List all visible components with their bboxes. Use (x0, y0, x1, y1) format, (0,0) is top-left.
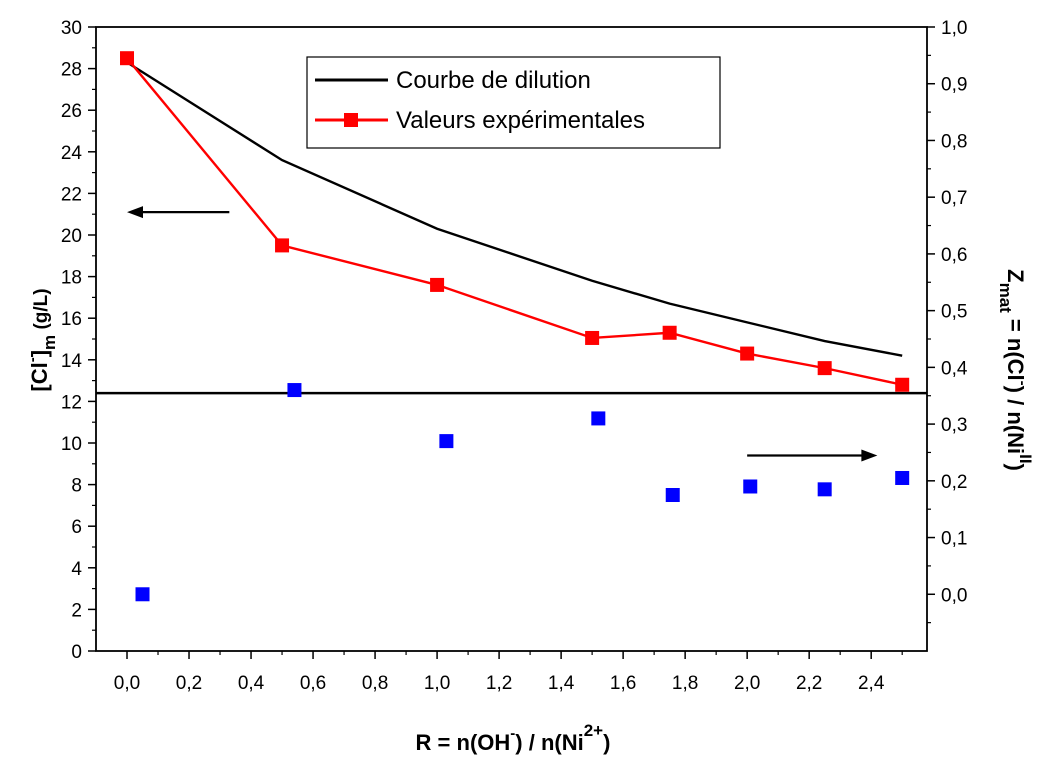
arrow-head (861, 449, 878, 462)
data-point (585, 330, 600, 345)
series-line (126, 57, 903, 386)
data-point (591, 411, 606, 426)
series-2 (135, 383, 910, 602)
right-y-axis-title: Zmat = n(Cl-) / n(NiII) (996, 269, 1035, 471)
x-tick-label: 1,4 (548, 673, 575, 694)
data-point (817, 482, 832, 497)
x-tick-label: 0,2 (176, 673, 202, 694)
yl-tick-label: 8 (71, 476, 82, 497)
arrow-right (747, 449, 878, 462)
x-tick-label: 1,8 (672, 673, 698, 694)
data-point (895, 470, 910, 485)
arrows (127, 206, 878, 462)
x-tick-label: 0,6 (300, 673, 326, 694)
yl-tick-label: 30 (61, 18, 82, 39)
data-point (439, 434, 454, 449)
series-layer (120, 51, 910, 602)
yl-tick-label: 10 (61, 434, 82, 455)
x-title-sup2: 2+ (584, 721, 603, 740)
series-line (126, 61, 903, 357)
data-point (275, 238, 290, 253)
yr-tick-label: 0,6 (941, 245, 967, 266)
axis-ticks (88, 26, 935, 659)
x-title-mid: ) / n(Ni (515, 730, 583, 755)
x-tick-label: 1,6 (610, 673, 636, 694)
arrow-left (127, 206, 230, 219)
yr-tick-label: 0,0 (941, 585, 967, 606)
x-tick-label: 1,0 (424, 673, 450, 694)
yl-tick-label: 14 (61, 351, 83, 372)
yr-title-mid2: ) / n(Ni (1003, 386, 1028, 454)
yr-title-main: Z (1003, 269, 1028, 282)
yl-tick-label: 2 (71, 600, 82, 621)
legend: Courbe de dilution Valeurs expérimentale… (306, 56, 721, 149)
yr-tick-label: 0,1 (941, 529, 967, 550)
yr-tick-label: 0,5 (941, 302, 967, 323)
yr-tick-label: 0,9 (941, 75, 967, 96)
yl-tick-label: 18 (61, 268, 82, 289)
x-title-sup1: - (510, 725, 515, 742)
yr-title-mid: = n(Cl (1003, 313, 1028, 381)
yl-tick-label: 16 (61, 309, 82, 330)
x-tick-label: 2,4 (858, 673, 885, 694)
data-point (740, 346, 755, 361)
yr-title-sup2: II (1016, 454, 1035, 463)
x-tick-labels: 0,0 0,2 0,4 0,6 0,8 1,0 1,2 1,4 1,6 1,8 2,0 2,2 2,4 (114, 673, 885, 694)
data-point (120, 51, 135, 66)
arrow-head (127, 206, 144, 219)
yl-tick-label: 12 (61, 392, 82, 413)
yl-title-end: (g/L) (31, 288, 52, 334)
x-tick-label: 0,4 (238, 673, 265, 694)
yr-title-end: ) (1003, 464, 1028, 471)
series-0 (126, 61, 903, 357)
yl-tick-label: 24 (61, 143, 83, 164)
series-1 (120, 51, 910, 392)
yr-tick-label: 0,4 (941, 358, 968, 379)
x-title-main: R = n(OH (416, 730, 511, 755)
yr-title-sub: mat (996, 283, 1015, 314)
x-tick-label: 2,2 (796, 673, 822, 694)
x-tick-label: 0,8 (362, 673, 388, 694)
legend-marker-experimental (344, 113, 358, 127)
yl-tick-label: 26 (61, 101, 82, 122)
left-y-axis-title: [Cl-]m (g/L) (24, 288, 59, 391)
yl-tick-label: 0 (71, 642, 82, 663)
data-point (743, 479, 758, 494)
yr-tick-label: 0,8 (941, 131, 967, 152)
data-point (430, 277, 445, 292)
x-tick-label: 2,0 (734, 673, 760, 694)
x-tick-label: 0,0 (114, 673, 140, 694)
yr-tick-label: 0,2 (941, 472, 967, 493)
yl-tick-label: 6 (71, 517, 82, 538)
legend-label-experimental: Valeurs expérimentales (396, 107, 645, 134)
x-axis-title: R = n(OH-) / n(Ni2+) (416, 721, 611, 755)
yl-title-close: ] (27, 350, 52, 357)
yl-tick-label: 4 (71, 559, 82, 580)
yr-tick-label: 0,3 (941, 415, 967, 436)
data-point (287, 383, 302, 398)
yl-tick-label: 28 (61, 60, 82, 81)
legend-box (306, 56, 721, 149)
data-point (135, 587, 150, 602)
x-tick-label: 1,2 (486, 673, 512, 694)
yr-tick-label: 1,0 (941, 18, 967, 39)
yl-tick-label: 22 (61, 184, 82, 205)
x-title-end: ) (603, 730, 610, 755)
data-point (665, 488, 680, 502)
yl-tick-label: 20 (61, 226, 82, 247)
yr-title-sup1: - (1014, 381, 1031, 386)
right-y-tick-labels: 0,0 0,1 0,2 0,3 0,4 0,5 0,6 0,7 0,8 0,9 1,0 (941, 18, 968, 606)
data-point (817, 361, 832, 376)
yl-title-sup: - (24, 357, 41, 362)
yl-title-main: [Cl (27, 362, 52, 391)
data-point (895, 377, 910, 392)
yl-title-sub: m (40, 335, 59, 350)
yr-tick-label: 0,7 (941, 188, 967, 209)
legend-label-dilution: Courbe de dilution (396, 67, 591, 94)
data-point (662, 325, 677, 340)
